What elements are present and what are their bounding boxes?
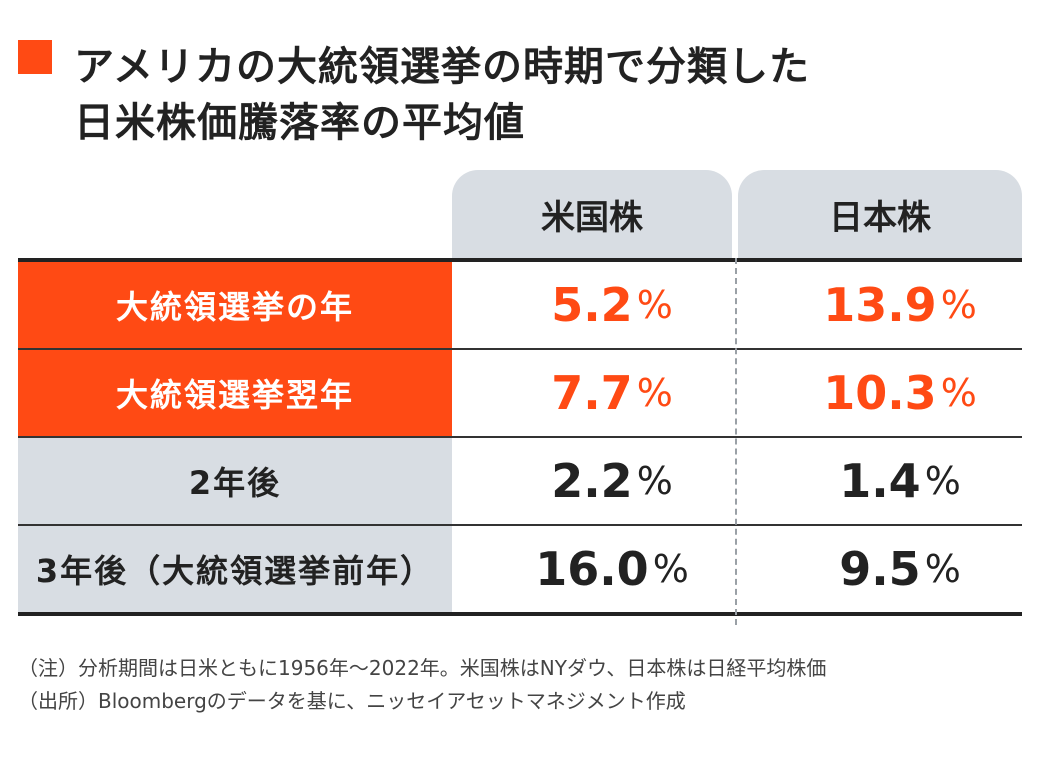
value-number: 7.7: [551, 366, 633, 420]
value-number: 16.0: [535, 542, 649, 596]
cell-jp-value: 10.3%: [738, 350, 1022, 436]
percent-unit: %: [652, 547, 689, 591]
cell-jp-value: 9.5%: [738, 526, 1022, 612]
row-divider: [18, 524, 1022, 526]
row-label: 大統領選挙の年: [18, 262, 452, 348]
value-number: 1.4: [839, 454, 921, 508]
column-separator: [735, 258, 737, 625]
cell-us-value: 7.7%: [452, 350, 732, 436]
percent-unit: %: [940, 283, 977, 327]
value-number: 5.2: [551, 278, 633, 332]
percent-unit: %: [636, 459, 673, 503]
note-source: （出所）Bloombergのデータを基に、ニッセイアセットマネジメント作成: [18, 689, 686, 713]
row-divider: [18, 436, 1022, 438]
table-row: 大統領選挙翌年 7.7% 10.3%: [18, 350, 1022, 436]
column-header-us-stocks: 米国株: [452, 170, 732, 258]
value-number: 10.3: [823, 366, 937, 420]
percent-unit: %: [940, 371, 977, 415]
row-label: 大統領選挙翌年: [18, 350, 452, 436]
top-rule: [18, 258, 1022, 262]
table-row: 2年後 2.2% 1.4%: [18, 438, 1022, 524]
note-analysis-period: （注）分析期間は日米ともに1956年〜2022年。米国株はNYダウ、日本株は日経…: [18, 656, 827, 680]
bottom-rule: [18, 612, 1022, 616]
row-label: 2年後: [18, 438, 452, 524]
table-row: 大統領選挙の年 5.2% 13.9%: [18, 262, 1022, 348]
cell-us-value: 16.0%: [452, 526, 732, 612]
percent-unit: %: [924, 547, 961, 591]
column-header-jp-stocks: 日本株: [738, 170, 1022, 258]
title-line-1: アメリカの大統領選挙の時期で分類した: [74, 44, 810, 90]
value-number: 13.9: [823, 278, 937, 332]
row-label: 3年後（大統領選挙前年）: [18, 526, 452, 612]
percent-unit: %: [636, 371, 673, 415]
cell-us-value: 5.2%: [452, 262, 732, 348]
title-marker: [18, 40, 52, 74]
footnotes: （注）分析期間は日米ともに1956年〜2022年。米国株はNYダウ、日本株は日経…: [18, 652, 826, 718]
cell-us-value: 2.2%: [452, 438, 732, 524]
cell-jp-value: 13.9%: [738, 262, 1022, 348]
value-number: 2.2: [551, 454, 633, 508]
value-number: 9.5: [839, 542, 921, 596]
cell-jp-value: 1.4%: [738, 438, 1022, 524]
percent-unit: %: [924, 459, 961, 503]
percent-unit: %: [636, 283, 673, 327]
title-line-2: 日米株価騰落率の平均値: [74, 100, 525, 146]
row-divider: [18, 348, 1022, 350]
table-row: 3年後（大統領選挙前年） 16.0% 9.5%: [18, 526, 1022, 612]
